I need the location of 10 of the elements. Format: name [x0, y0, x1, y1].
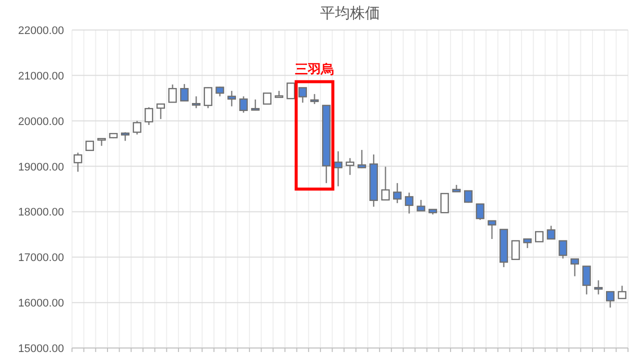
chart-title: 平均株価 [320, 5, 380, 22]
y-tick-label: 22000.00 [18, 25, 64, 37]
y-tick-label: 20000.00 [18, 116, 64, 128]
y-tick-label: 18000.00 [18, 206, 64, 219]
y-tick-label: 16000.00 [18, 298, 64, 310]
y-tick-label: 21000.00 [18, 70, 64, 82]
annotation: 三羽烏 [295, 62, 334, 77]
y-tick-label: 17000.00 [18, 252, 64, 264]
y-tick-label: 15000.00 [18, 343, 64, 355]
y-tick-label: 19000.00 [18, 161, 64, 174]
